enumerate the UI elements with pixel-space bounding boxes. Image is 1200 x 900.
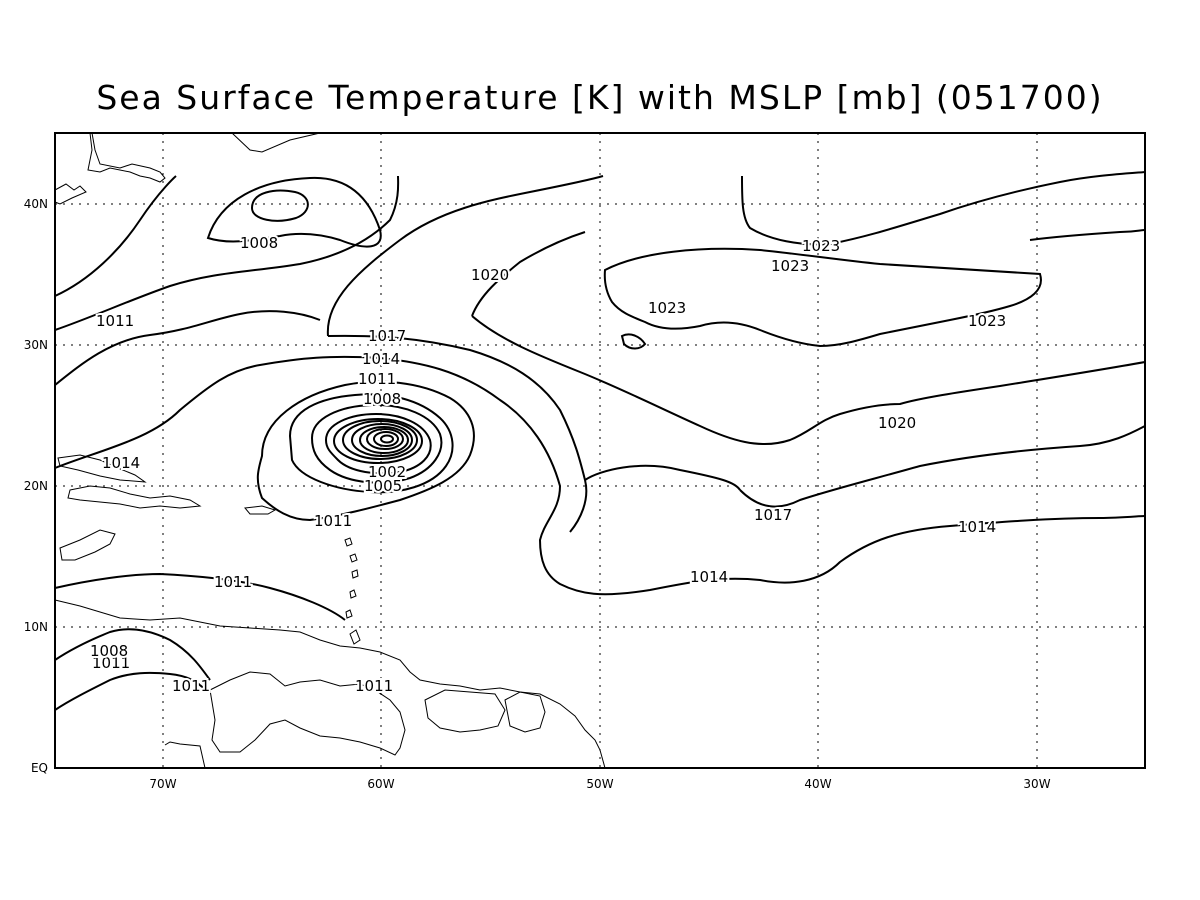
isobar-label: 1014 (362, 350, 400, 368)
isobar-label: 1008 (90, 642, 128, 660)
isobars (54, 171, 1146, 711)
isobar-label: 1011 (92, 654, 130, 672)
grid (55, 133, 1145, 768)
y-tick-label: 20N (24, 479, 48, 493)
x-tick-label: 70W (149, 777, 176, 791)
x-tick-label: 50W (586, 777, 613, 791)
isobar-labels: 1008 1011 1011 1011 1011 1011 1011 1014 … (88, 232, 1008, 697)
coastlines (54, 132, 606, 769)
isobar-label: 1023 (771, 257, 809, 275)
isobar-label: 1014 (958, 518, 996, 536)
isobar-label: 1014 (102, 454, 140, 472)
isobar-label: 1023 (648, 299, 686, 317)
isobar-label: 1008 (240, 234, 278, 252)
x-tick-label: 40W (804, 777, 831, 791)
map-title: Sea Surface Temperature [K] with MSLP [m… (96, 78, 1104, 117)
y-tick-label: EQ (31, 761, 48, 775)
isobar-label: 1002 (368, 463, 406, 481)
x-tick-label: 30W (1023, 777, 1050, 791)
isobar-label: 1017 (754, 506, 792, 524)
isobar-label: 1011 (96, 312, 134, 330)
isobar-label: 1011 (172, 677, 210, 695)
isobar-label: 1011 (214, 573, 252, 591)
y-tick-label: 40N (24, 197, 48, 211)
map-frame (54, 132, 1146, 769)
y-tick-label: 10N (24, 620, 48, 634)
isobar-label: 1020 (471, 266, 509, 284)
isobar-label: 1011 (355, 677, 393, 695)
isobar-label: 1017 (368, 327, 406, 345)
x-tick-label: 60W (367, 777, 394, 791)
isobar-label: 1008 (363, 390, 401, 408)
isobar-label: 1005 (364, 477, 402, 495)
x-axis-ticks: 70W 60W 50W 40W 30W (149, 777, 1050, 791)
isobar-label: 1023 (802, 237, 840, 255)
y-tick-label: 30N (24, 338, 48, 352)
y-axis-ticks: EQ 10N 20N 30N 40N (24, 197, 48, 775)
isobar-label: 1023 (968, 312, 1006, 330)
isobar-label: 1011 (314, 512, 352, 530)
isobar-label: 1014 (690, 568, 728, 586)
isobar-label: 1020 (878, 414, 916, 432)
isobar-label: 1011 (358, 370, 396, 388)
